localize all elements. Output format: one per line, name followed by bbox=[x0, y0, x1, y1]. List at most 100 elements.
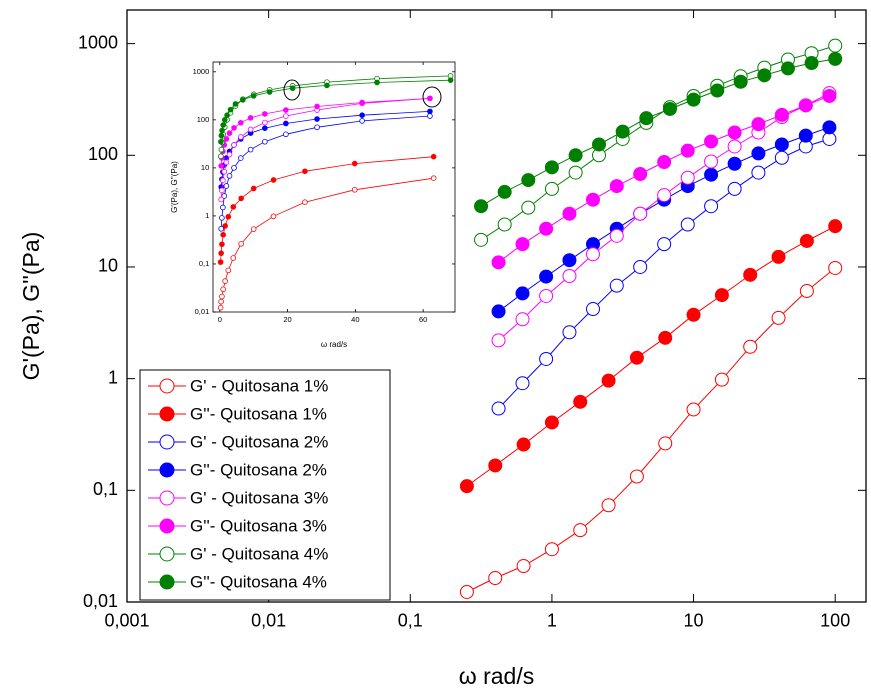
data-point bbox=[714, 288, 729, 303]
data-point bbox=[743, 267, 758, 282]
plot-frame bbox=[212, 61, 456, 313]
data-point bbox=[515, 237, 530, 252]
data-point bbox=[629, 469, 644, 484]
data-point bbox=[238, 195, 244, 202]
legend-label: G''- Quitosana 1% bbox=[190, 404, 327, 423]
data-point bbox=[302, 199, 308, 206]
data-point bbox=[218, 138, 224, 145]
data-point bbox=[220, 231, 226, 238]
data-point bbox=[704, 167, 719, 182]
data-point bbox=[430, 153, 437, 160]
data-point bbox=[262, 119, 268, 126]
data-point bbox=[359, 118, 365, 124]
y-tick-label: 10 bbox=[98, 256, 118, 276]
data-point bbox=[220, 204, 226, 211]
data-point bbox=[270, 177, 277, 183]
data-point bbox=[539, 351, 554, 366]
data-point bbox=[686, 307, 701, 322]
legend-label: G''- Quitosana 2% bbox=[190, 460, 327, 479]
data-point bbox=[601, 498, 616, 513]
data-point bbox=[680, 170, 695, 185]
legend-marker bbox=[159, 378, 175, 394]
data-point bbox=[491, 333, 506, 348]
x-tick-label: 40 bbox=[351, 315, 359, 324]
data-point bbox=[727, 139, 742, 154]
data-point bbox=[573, 523, 588, 538]
data-point bbox=[223, 136, 230, 142]
data-point bbox=[250, 226, 257, 232]
data-point bbox=[714, 372, 729, 387]
x-axis-label: ω rad/s bbox=[321, 340, 347, 349]
data-point bbox=[771, 249, 786, 264]
data-point bbox=[217, 304, 224, 311]
data-point bbox=[539, 269, 554, 284]
data-point bbox=[237, 119, 244, 126]
series-line bbox=[480, 58, 836, 207]
data-point bbox=[585, 302, 600, 317]
legend-marker bbox=[159, 490, 175, 506]
data-point bbox=[657, 188, 672, 203]
data-point bbox=[515, 312, 530, 327]
series-line bbox=[498, 92, 830, 341]
x-tick-label: 0,001 bbox=[104, 611, 149, 631]
data-point bbox=[562, 325, 577, 340]
data-point bbox=[266, 89, 273, 95]
data-point bbox=[447, 77, 454, 83]
data-point bbox=[247, 115, 254, 121]
data-point bbox=[219, 187, 225, 194]
data-point bbox=[283, 113, 289, 119]
data-point bbox=[314, 103, 320, 110]
data-point bbox=[516, 437, 531, 452]
data-point bbox=[351, 160, 358, 167]
data-point bbox=[491, 255, 506, 270]
data-point bbox=[223, 183, 230, 189]
data-point bbox=[544, 415, 559, 430]
data-point bbox=[218, 250, 224, 257]
data-point bbox=[774, 137, 789, 152]
data-point bbox=[573, 394, 588, 409]
data-point bbox=[238, 240, 244, 247]
data-point bbox=[219, 215, 225, 221]
data-point bbox=[828, 260, 843, 275]
annotation-circle bbox=[283, 79, 301, 101]
y-axis-label: G'(Pa), G''(Pa) bbox=[18, 232, 44, 381]
data-point bbox=[359, 112, 365, 118]
data-point bbox=[220, 122, 226, 128]
plot-frame bbox=[126, 9, 867, 603]
data-point bbox=[544, 181, 559, 196]
x-axis-label: ω rad/s bbox=[459, 663, 534, 689]
data-point bbox=[727, 125, 742, 140]
data-point bbox=[515, 376, 530, 391]
data-point bbox=[289, 85, 296, 92]
data-point bbox=[515, 286, 530, 301]
data-point bbox=[223, 159, 230, 166]
data-point bbox=[680, 217, 695, 232]
legend-label: G' - Quitosana 1% bbox=[190, 376, 328, 395]
x-tick-label: 100 bbox=[820, 611, 850, 631]
y-tick-label: 100 bbox=[197, 115, 210, 124]
data-point bbox=[240, 97, 246, 103]
data-point bbox=[562, 206, 577, 221]
data-point bbox=[568, 165, 583, 180]
data-point bbox=[780, 61, 795, 76]
data-point bbox=[798, 128, 813, 143]
data-point bbox=[218, 298, 224, 305]
data-point bbox=[218, 196, 225, 203]
data-point bbox=[250, 93, 257, 99]
y-tick-label: 0,01 bbox=[195, 307, 210, 316]
data-point bbox=[751, 146, 766, 161]
data-point bbox=[427, 113, 433, 119]
data-point bbox=[324, 82, 330, 89]
data-point bbox=[221, 193, 228, 199]
legend-label: G' - Quitosana 3% bbox=[190, 488, 328, 507]
data-point bbox=[774, 107, 789, 122]
data-point bbox=[544, 160, 559, 175]
data-point bbox=[774, 150, 789, 165]
data-point bbox=[237, 155, 244, 161]
data-point bbox=[727, 181, 742, 196]
data-point bbox=[224, 112, 230, 118]
data-point bbox=[585, 192, 600, 207]
data-point bbox=[222, 223, 228, 229]
data-point bbox=[230, 204, 237, 210]
data-point bbox=[771, 310, 786, 325]
